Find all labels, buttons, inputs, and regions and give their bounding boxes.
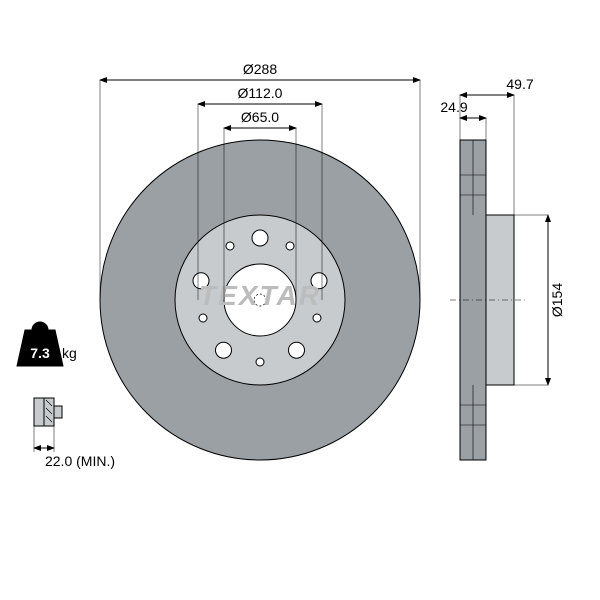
weight-icon: 7.3 kg [17, 322, 77, 366]
min-thickness-icon: 22.0 (MIN.) [34, 398, 115, 469]
dim-hat-diameter: Ø154 [514, 215, 565, 385]
svg-text:24.9: 24.9 [440, 99, 467, 115]
svg-text:kg: kg [62, 345, 77, 361]
svg-text:Ø65.0: Ø65.0 [241, 109, 279, 125]
svg-text:7.3: 7.3 [30, 345, 50, 361]
svg-text:49.7: 49.7 [506, 76, 533, 92]
svg-text:Ø288: Ø288 [243, 61, 277, 77]
svg-text:Ø112.0: Ø112.0 [238, 85, 283, 101]
technical-drawing: TEXTAR Ø288 Ø112.0 Ø65.0 [0, 0, 600, 600]
brand-watermark: TEXTAR [199, 280, 321, 311]
svg-text:Ø154: Ø154 [549, 283, 565, 317]
dim-thickness: 24.9 [440, 99, 486, 140]
front-view: TEXTAR [100, 140, 420, 460]
svg-text:22.0 (MIN.): 22.0 (MIN.) [45, 453, 115, 469]
